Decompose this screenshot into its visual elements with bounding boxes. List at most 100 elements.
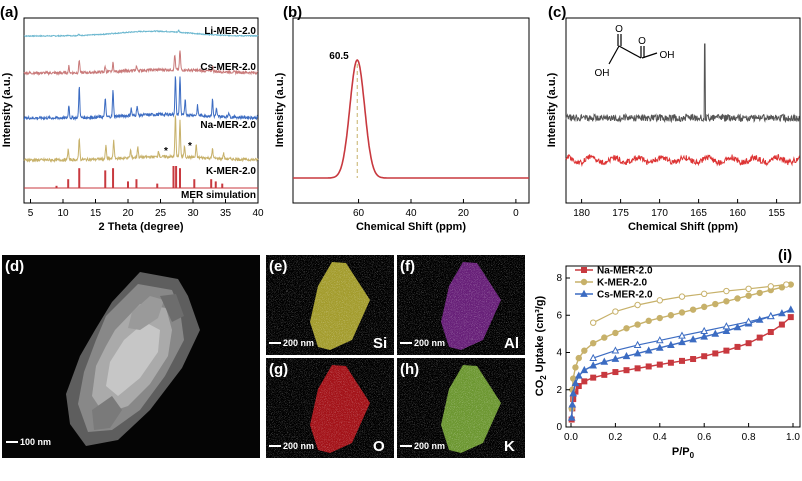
x-tick-label-a-4: 25 bbox=[155, 208, 167, 219]
panel-a: (a) 5 10 15 20 25 30 35 40 2 Theta (degree) Int… bbox=[0, 4, 264, 233]
scale-bar-e bbox=[269, 342, 281, 344]
plot-frame-c bbox=[565, 17, 801, 204]
adsorption-point-0-9 bbox=[623, 367, 630, 374]
plot-frame-i bbox=[565, 265, 801, 428]
adsorption-point-0-8 bbox=[612, 369, 619, 376]
x-tick-label-a-0: 5 bbox=[28, 208, 34, 219]
c-nmr-reference bbox=[565, 153, 800, 167]
desorption-point-2-3 bbox=[655, 336, 664, 344]
adsorption-point-2-14 bbox=[678, 337, 686, 346]
desorption-point-1-4 bbox=[678, 293, 686, 300]
x-tick-label-a-2: 15 bbox=[90, 208, 102, 219]
legend-label-0: Na-MER-2.0 bbox=[597, 266, 653, 277]
scale-label-d: 100 nm bbox=[20, 437, 51, 447]
adsorption-point-0-22 bbox=[767, 329, 774, 336]
nmr-c-spectra bbox=[565, 43, 800, 167]
adsorption-point-1-8 bbox=[612, 329, 619, 337]
x-tick-label-c-2: 170 bbox=[651, 208, 668, 219]
panel-label-e: (e) bbox=[269, 258, 287, 275]
adsorption-point-0-14 bbox=[679, 357, 685, 364]
element-label-al: Al bbox=[504, 335, 519, 352]
x-tick-label-a-6: 35 bbox=[220, 208, 232, 219]
adsorption-point-2-17 bbox=[711, 329, 720, 337]
x-tick-label-c-4: 160 bbox=[729, 208, 746, 219]
x-tick-label-c-5: 155 bbox=[768, 208, 785, 219]
adsorption-point-2-6 bbox=[589, 361, 598, 369]
xrd-series bbox=[23, 29, 259, 189]
adsorption-point-0-16 bbox=[701, 353, 708, 360]
adsorption-point-1-14 bbox=[678, 309, 686, 316]
adsorption-point-1-20 bbox=[745, 292, 752, 299]
adsorption-point-2-9 bbox=[622, 351, 631, 360]
adsorption-line-0 bbox=[571, 316, 792, 420]
desorption-point-2-0 bbox=[589, 353, 598, 361]
legend-marker-2 bbox=[580, 289, 588, 297]
y-tick-label-i-2: 4 bbox=[556, 348, 562, 359]
al-grain bbox=[397, 255, 525, 355]
adsorption-point-1-17 bbox=[712, 300, 719, 308]
adsorption-point-1-9 bbox=[623, 325, 630, 332]
panel-b: (b) 60 40 20 0 60.5 Chemical Shift (ppm) In… bbox=[274, 4, 530, 233]
y-axis-label-b: Intensity (a.u.) bbox=[274, 72, 286, 147]
x-tick-label-a-3: 20 bbox=[122, 208, 134, 219]
adsorption-point-2-10 bbox=[633, 349, 642, 357]
desorption-point-2-7 bbox=[744, 317, 753, 325]
element-label-si: Si bbox=[373, 335, 387, 352]
desorption-point-1-7 bbox=[745, 285, 752, 293]
desorption-point-2-6 bbox=[722, 322, 731, 330]
x-tick-label-c-0: 180 bbox=[573, 208, 590, 219]
adsorption-point-1-18 bbox=[723, 298, 730, 305]
desorption-point-2-1 bbox=[611, 346, 620, 354]
plot-frame-b bbox=[292, 17, 530, 204]
xrd-pattern-0 bbox=[23, 29, 259, 38]
y-tick-label-i-4: 8 bbox=[556, 273, 562, 284]
panel-g: (g) O 200 nm bbox=[266, 358, 394, 458]
bond-cc bbox=[618, 45, 642, 59]
y-axis-label-i: CO2 Uptake (cm³/g) bbox=[534, 295, 548, 396]
adsorption-point-2-0 bbox=[567, 413, 576, 421]
panel-e: (e) Si 200 nm bbox=[266, 255, 394, 355]
legend-marker-1 bbox=[580, 278, 588, 286]
adsorption-point-2-7 bbox=[600, 357, 609, 365]
scale-label-h: 200 nm bbox=[414, 441, 445, 451]
adsorption-point-0-23 bbox=[778, 321, 785, 328]
desorption-line-1 bbox=[592, 283, 787, 324]
xrd-pattern-1 bbox=[23, 50, 259, 76]
x-tick-label-b-2: 20 bbox=[458, 208, 470, 219]
x-label-sub: 0 bbox=[690, 451, 695, 460]
desorption-point-2-4 bbox=[678, 331, 686, 339]
y-tick-label-i-0: 0 bbox=[556, 422, 562, 433]
adsorption-point-2-15 bbox=[689, 335, 697, 343]
adsorption-point-1-12 bbox=[656, 314, 663, 322]
y-tick-label-i-1: 2 bbox=[556, 385, 562, 396]
y-tick-label-i-3: 6 bbox=[556, 310, 562, 321]
legend-label-1: K-MER-2.0 bbox=[597, 278, 647, 289]
adsorption-point-2-23 bbox=[778, 309, 786, 317]
panel-f: (f) Al 200 nm bbox=[397, 255, 525, 355]
asterisk-1: * bbox=[164, 146, 168, 157]
x-axis-label-c: Chemical Shift (ppm) bbox=[628, 221, 738, 233]
nmr-al-spectrum bbox=[293, 58, 529, 179]
x-tick-label-i-5: 1.0 bbox=[786, 432, 800, 443]
adsorption-point-0-19 bbox=[734, 343, 741, 350]
axis-ticks-i: 0.0 0.2 0.4 0.6 0.8 1.0 0 2 4 6 8 bbox=[556, 273, 800, 443]
scale-bar-f bbox=[400, 342, 412, 344]
adsorption-point-1-21 bbox=[756, 289, 763, 297]
adsorption-point-2-12 bbox=[655, 343, 664, 351]
desorption-point-1-9 bbox=[783, 281, 790, 288]
adsorption-point-1-3 bbox=[572, 364, 579, 371]
y-label-main: CO bbox=[534, 379, 546, 396]
adsorption-point-2-24 bbox=[786, 305, 795, 313]
x-tick-label-i-2: 0.4 bbox=[653, 432, 667, 443]
atom-oh-2: OH bbox=[660, 50, 675, 61]
desorption-point-1-5 bbox=[701, 290, 708, 298]
panel-label-g: (g) bbox=[269, 361, 288, 378]
panel-label-b: (b) bbox=[283, 4, 302, 21]
x-tick-label-i-3: 0.6 bbox=[697, 432, 711, 443]
x-tick-label-b-3: 0 bbox=[513, 208, 519, 219]
adsorption-point-2-1 bbox=[568, 400, 577, 408]
adsorption-point-2-3 bbox=[571, 378, 580, 387]
adsorption-point-2-11 bbox=[644, 346, 653, 354]
k-grain bbox=[397, 358, 525, 458]
